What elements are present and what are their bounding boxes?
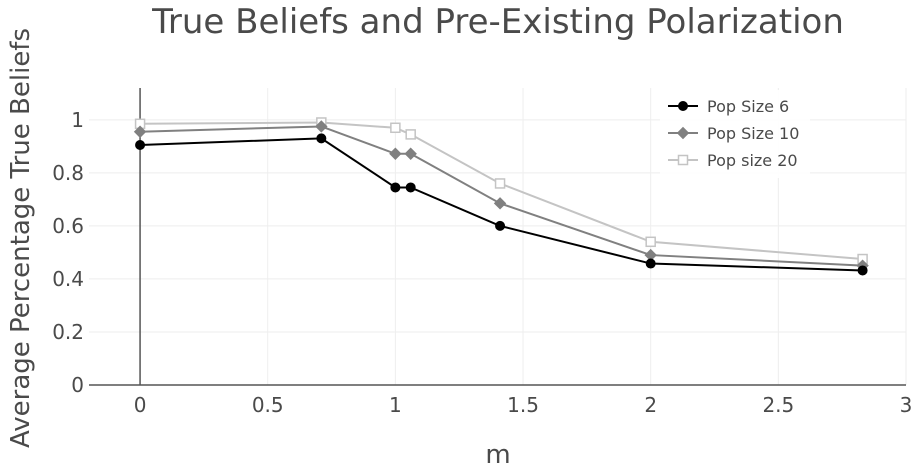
data-point bbox=[135, 140, 146, 151]
y-tick-label: 0 bbox=[71, 373, 84, 397]
y-axis: 0 0.2 0.4 0.6 0.8 1 bbox=[52, 88, 141, 397]
data-point bbox=[645, 236, 656, 248]
y-tick-label: 0.6 bbox=[52, 214, 84, 238]
x-tick-label: 0 bbox=[134, 393, 147, 417]
x-tick-label: 2 bbox=[644, 393, 657, 417]
y-tick-label: 1 bbox=[71, 108, 84, 132]
data-point bbox=[133, 125, 147, 138]
data-point bbox=[390, 122, 401, 134]
data-point bbox=[645, 258, 656, 269]
legend-item: Pop Size 10 bbox=[668, 124, 799, 143]
legend-marker bbox=[678, 101, 688, 111]
data-point bbox=[495, 220, 506, 231]
y-tick-label: 0.4 bbox=[52, 267, 84, 291]
series-1 bbox=[135, 133, 868, 276]
legend-marker bbox=[676, 126, 690, 140]
chart-title: True Beliefs and Pre-Existing Polarizati… bbox=[151, 2, 844, 42]
legend-label: Pop Size 10 bbox=[707, 124, 799, 143]
legend-item: Pop Size 6 bbox=[668, 97, 789, 116]
y-axis-title: Average Percentage True Beliefs bbox=[6, 28, 36, 448]
legend-item: Pop size 20 bbox=[668, 151, 798, 170]
series-layer bbox=[133, 117, 869, 276]
data-point bbox=[405, 182, 416, 193]
data-point bbox=[857, 265, 868, 276]
data-point bbox=[494, 178, 506, 189]
data-point bbox=[390, 182, 401, 193]
data-point bbox=[316, 133, 327, 144]
x-tick-label: 2.5 bbox=[762, 393, 794, 417]
y-tick-label: 0.2 bbox=[52, 320, 84, 344]
data-point bbox=[315, 120, 328, 133]
x-tick-label: 1.5 bbox=[507, 393, 539, 417]
x-axis-title: m bbox=[485, 440, 510, 469]
x-tick-label: 3 bbox=[900, 393, 913, 417]
legend-label: Pop size 20 bbox=[707, 151, 798, 170]
legend-label: Pop Size 6 bbox=[707, 97, 789, 116]
data-point bbox=[389, 147, 402, 160]
legend: Pop Size 6 Pop Size 10 Pop size 20 bbox=[660, 90, 810, 178]
y-tick-label: 0.8 bbox=[52, 161, 84, 185]
x-axis: 0 0.5 1 1.5 2 2.5 3 bbox=[89, 384, 913, 417]
x-tick-label: 1 bbox=[389, 393, 402, 417]
data-point bbox=[405, 129, 416, 140]
series-2 bbox=[133, 120, 869, 272]
x-tick-label: 0.5 bbox=[252, 393, 284, 417]
legend-marker bbox=[677, 154, 689, 166]
data-point bbox=[493, 197, 507, 210]
data-point bbox=[404, 147, 417, 160]
